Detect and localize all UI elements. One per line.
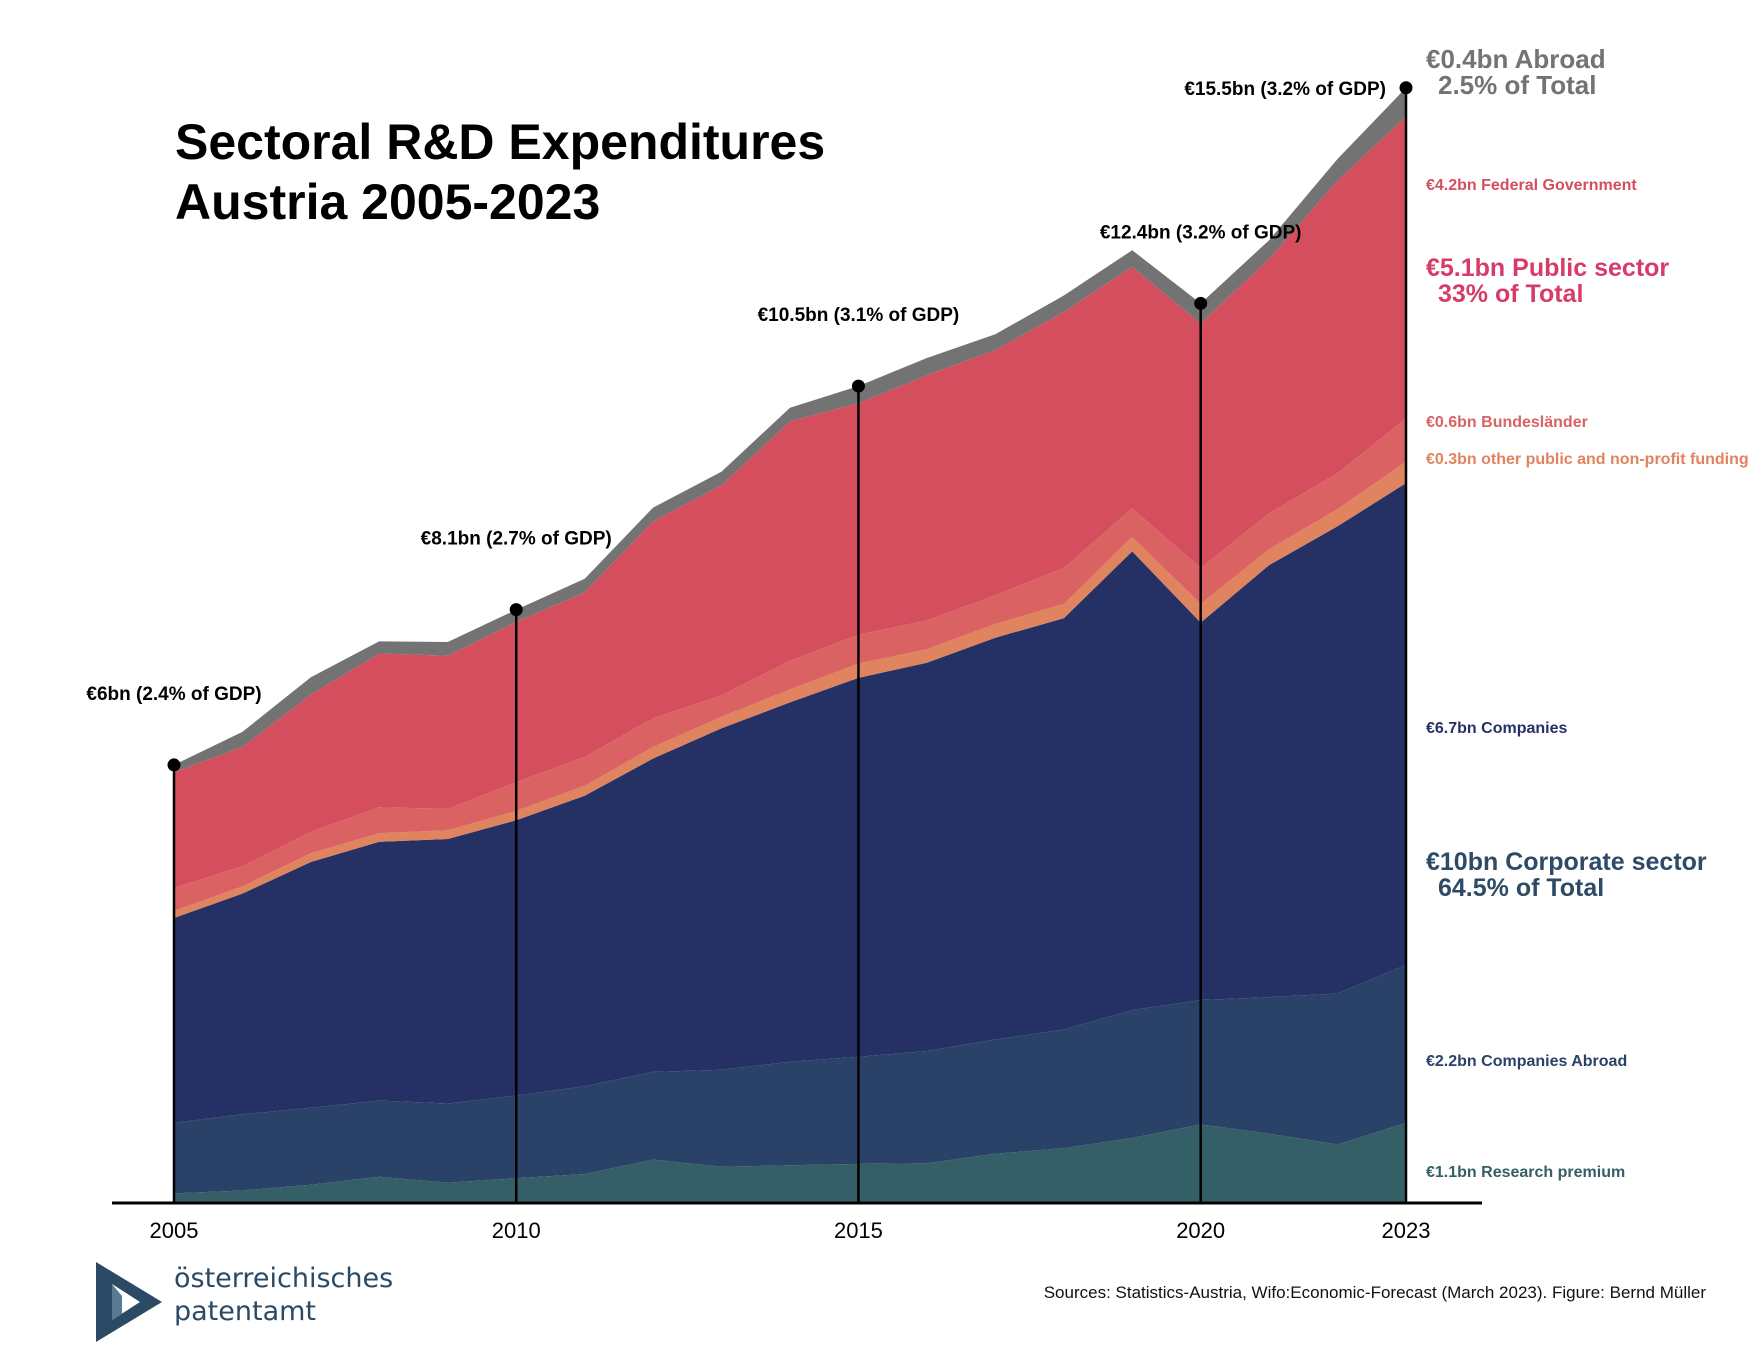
patent-office-logo-icon bbox=[96, 1262, 162, 1342]
milestone-label-2015: €10.5bn (3.1% of GDP) bbox=[758, 305, 960, 326]
series-label-corporate-line1: €10bn Corporate sector bbox=[1426, 848, 1707, 876]
series-label-public-line1: €5.1bn Public sector bbox=[1426, 254, 1669, 282]
area-companies bbox=[174, 483, 1406, 1123]
milestone-markers: €6bn (2.4% of GDP) €8.1bn (2.7% of GDP) €1… bbox=[86, 79, 1413, 1202]
x-tick-label-2020: 2020 bbox=[1176, 1218, 1225, 1243]
milestone-label-2010: €8.1bn (2.7% of GDP) bbox=[421, 529, 612, 550]
series-label-companies: €6.7bn Companies bbox=[1426, 720, 1567, 737]
logo-line2: patentamt bbox=[174, 1296, 317, 1327]
series-label-public-line2: 33% of Total bbox=[1438, 280, 1583, 308]
milestone-label-2020: €12.4bn (3.2% of GDP) bbox=[1100, 222, 1302, 243]
source-note: Sources: Statistics-Austria, Wifo:Econom… bbox=[1043, 1283, 1706, 1302]
series-label-research-premium: €1.1bn Research premium bbox=[1426, 1164, 1625, 1181]
milestone-label-2023: €15.5bn (3.2% of GDP) bbox=[1184, 79, 1386, 100]
logo-line1: österreichisches bbox=[174, 1263, 394, 1294]
milestone-dot-2005 bbox=[167, 758, 181, 772]
x-tick-label-2005: 2005 bbox=[150, 1218, 199, 1243]
milestone-dot-2020 bbox=[1194, 296, 1208, 310]
series-label-bundeslaender: €0.6bn Bundesländer bbox=[1426, 414, 1588, 431]
area-federal_government bbox=[174, 116, 1406, 888]
x-tick-label-2023: 2023 bbox=[1382, 1218, 1431, 1243]
milestone-dot-2010 bbox=[509, 603, 523, 617]
chart-title-line1: Sectoral R&D Expenditures bbox=[175, 114, 826, 170]
milestone-dot-2015 bbox=[851, 379, 865, 393]
series-label-abroad-line2: 2.5% of Total bbox=[1438, 70, 1596, 100]
series-label-federal: €4.2bn Federal Government bbox=[1426, 177, 1637, 194]
x-tick-label-2010: 2010 bbox=[492, 1218, 541, 1243]
area-bundeslaender bbox=[174, 418, 1406, 911]
area-abroad bbox=[174, 87, 1406, 773]
area-research_premium bbox=[174, 1122, 1406, 1202]
x-axis: 2005 2010 2015 2020 2023 bbox=[112, 1201, 1482, 1243]
chart-title-line2: Austria 2005-2023 bbox=[175, 174, 601, 230]
series-label-corporate-line2: 64.5% of Total bbox=[1438, 874, 1604, 902]
chart-title: Sectoral R&D Expenditures Austria 2005-2… bbox=[175, 112, 825, 232]
series-label-other-public: €0.3bn other public and non-profit fundi… bbox=[1426, 451, 1749, 468]
series-label-abroad-line1: €0.4bn Abroad bbox=[1426, 44, 1606, 74]
milestone-label-2005: €6bn (2.4% of GDP) bbox=[86, 684, 261, 705]
patent-office-logo: österreichisches patentamt bbox=[96, 1262, 416, 1342]
milestone-dot-2023 bbox=[1399, 81, 1413, 95]
area-companies_abroad bbox=[174, 964, 1406, 1194]
series-label-companies-abroad: €2.2bn Companies Abroad bbox=[1426, 1053, 1627, 1070]
area-layers bbox=[174, 87, 1406, 1202]
area-other_public bbox=[174, 461, 1406, 918]
x-tick-label-2015: 2015 bbox=[834, 1218, 883, 1243]
